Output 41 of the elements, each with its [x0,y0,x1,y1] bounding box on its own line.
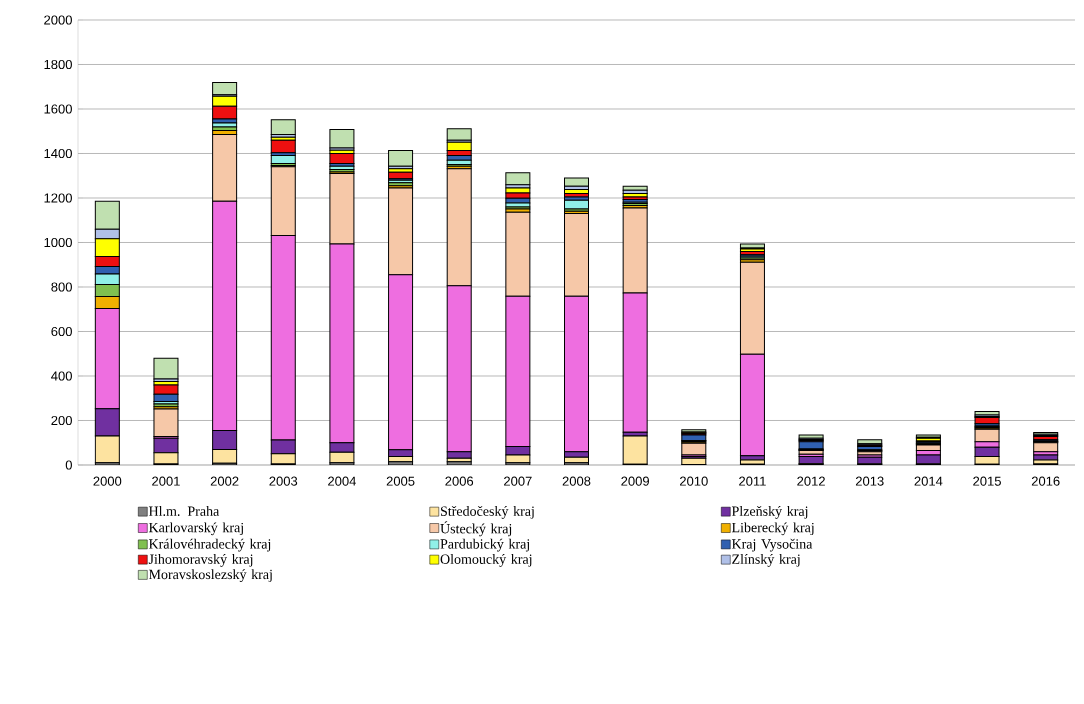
legend-label: Kraj Vysočina [731,538,813,552]
legend-label: Pardubický kraj [440,538,530,552]
y-tick-label: 400 [51,371,72,381]
x-tick-label: 2010 [680,476,708,486]
y-tick-label: 200 [51,415,72,426]
y-tick-label: 600 [51,326,72,337]
x-tick-label: 2005 [386,476,415,486]
y-tick-label: 1400 [44,148,72,159]
legend-label: Liberecký kraj [731,522,814,536]
legend-label: Jihomoravský kraj [148,554,253,567]
y-tick-label: 800 [51,282,72,292]
x-tick-label: 2003 [269,476,298,486]
legend-label: Hl.m. Praha [148,506,220,516]
y-tick-label: 1000 [44,237,72,248]
y-tick-label: 0 [65,460,72,470]
x-tick-label: 2007 [504,476,532,486]
legend-label: Zlínský kraj [732,554,800,567]
legend-label: Moravskoslezský kraj [148,569,272,583]
legend-label: Plzeňský kraj [731,506,808,519]
legend-label: Ústecký kraj [440,521,512,537]
y-tick-label: 1600 [44,104,72,114]
x-tick-label: 2000 [93,476,122,486]
legend-label: Královéhradecký kraj [148,538,271,552]
x-tick-label: 2012 [797,476,825,486]
legend-label: Karlovarský kraj [148,522,243,536]
legend-label: Středočeský kraj [440,506,534,519]
y-tick-label: 1200 [44,193,72,203]
x-tick-label: 2015 [973,476,1001,486]
y-tick-label: 2000 [44,15,72,25]
x-tick-label: 2009 [621,476,649,486]
x-tick-label: 2002 [210,476,239,486]
x-tick-label: 2004 [328,476,356,486]
y-tick-label: 1800 [44,59,72,70]
x-tick-label: 2014 [914,476,943,486]
x-tick-label: 2006 [445,476,474,486]
x-tick-label: 2011 [739,476,766,486]
x-tick-label: 2013 [855,476,884,486]
x-tick-label: 2016 [1031,476,1060,486]
legend-label: Olomoucký kraj [440,554,532,567]
x-tick-label: 2008 [562,476,591,486]
x-tick-label: 2001 [152,476,180,486]
